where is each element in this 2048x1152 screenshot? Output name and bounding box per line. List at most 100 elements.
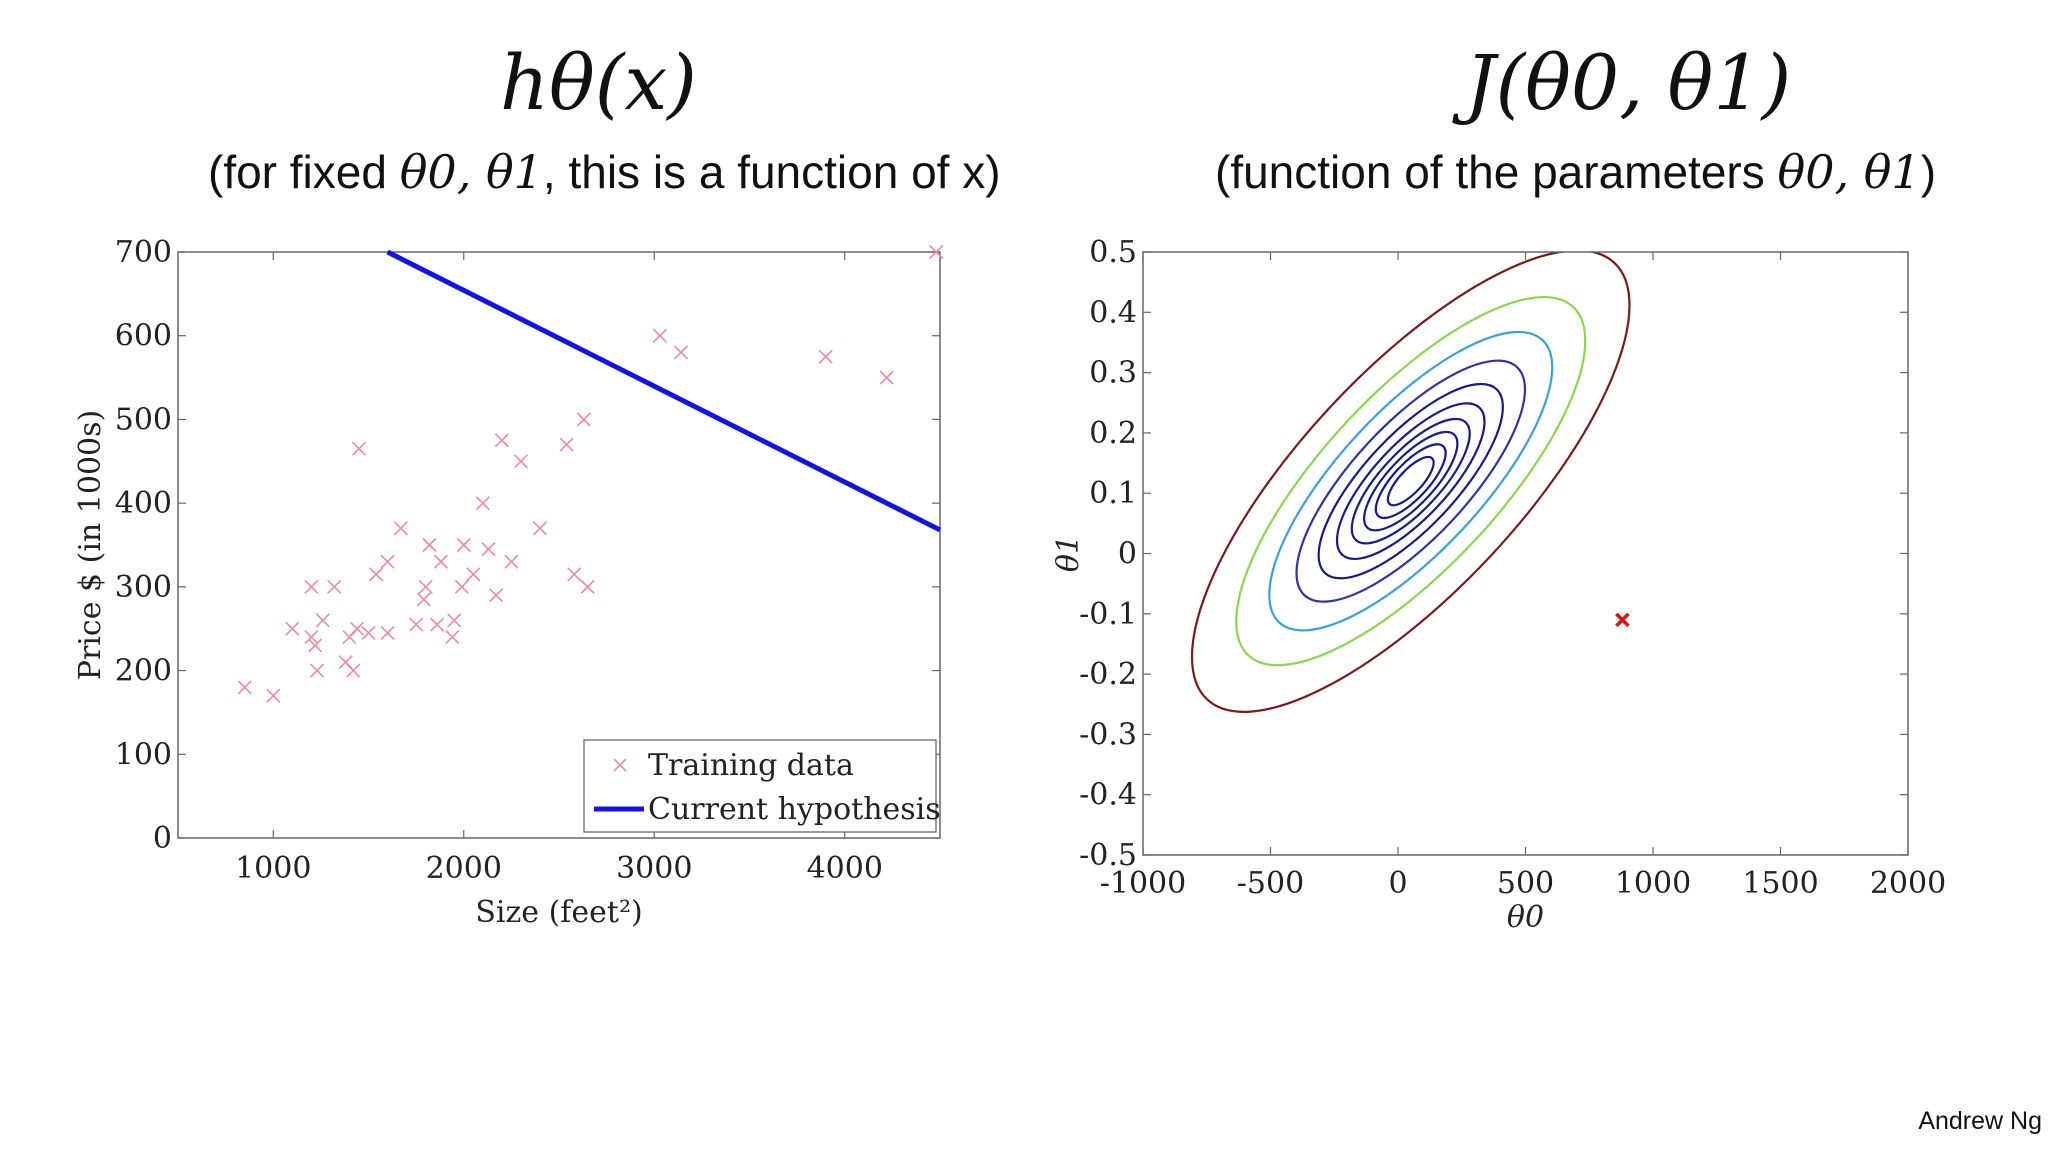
cost-function-title: J(θ0, θ1) [1465,38,1792,127]
training-data-point-stroke [285,621,300,636]
training-data-point [673,345,688,360]
training-data-point-stroke [454,579,469,594]
training-data-point [308,638,323,653]
training-data-point [475,496,490,511]
theta1-tick-label: 0.4 [1089,295,1137,330]
training-data-point-stroke [418,579,433,594]
contour-level [1374,443,1447,520]
x-axis-label: Size (feet²) [475,895,642,930]
y-tick-label: 300 [115,570,172,605]
footer-author: Andrew Ng [1918,1107,2042,1135]
training-data-point [327,579,342,594]
training-data-point [567,567,582,582]
training-data-point [445,630,460,645]
training-data-point [369,567,384,582]
contour-level [1268,330,1554,632]
training-data-point [304,579,319,594]
training-data-point-stroke [315,613,330,628]
training-data-point-stroke [879,370,894,385]
contour-level [1363,430,1459,532]
hypothesis-chart: 1000 2000 3000 4000 0 100 200 300 400 500 600 700 Si… [73,235,944,930]
training-data-point [929,244,944,260]
theta1-tick-label: -0.1 [1079,597,1137,632]
y-tick-label: 700 [115,235,172,270]
theta0-tick-label: -1000 [1100,866,1186,901]
legend-box [583,739,937,833]
training-data-point [315,613,330,628]
training-data-point-stroke [304,630,319,645]
training-data-point [652,328,668,343]
training-data-point-stroke [422,537,437,553]
training-data-point-stroke [346,663,361,678]
training-data-point [430,617,445,632]
training-data-point [818,349,833,364]
training-data-point-stroke [504,554,519,569]
current-parameters-marker [1615,612,1630,628]
training-data-point-stroke [475,496,490,511]
training-data-point-stroke [532,521,548,536]
training-data-point-stroke [433,554,448,569]
theta0-tick-label: 2000 [1870,866,1946,901]
y-tick-label: 100 [115,737,172,772]
training-data-point [576,412,591,427]
contour-lines [1190,252,1631,713]
training-data-point [580,579,595,594]
legend-label-training: Training data [648,748,854,783]
contour-level [1317,382,1504,580]
cost-subtitle-post: ) [1920,146,1937,198]
training-data-point-stroke [445,630,460,645]
theta1-tick-label: 0 [1118,537,1137,572]
theta0-tick-label: 1000 [1615,866,1691,901]
legend-marker-training [613,758,627,772]
training-data-point-stroke [338,655,353,670]
training-data-point-stroke [308,638,323,653]
training-data-point-stroke [309,663,325,678]
y-tick-label: 400 [115,486,172,521]
training-data-point-stroke [576,412,591,427]
x-tick-label: 2000 [426,851,502,886]
training-data-point-stroke [393,521,408,536]
training-data-point-stroke [266,688,281,703]
training-data-point-stroke [237,680,252,695]
training-data-point [513,454,528,469]
training-data-point [393,521,408,536]
theta1-tick-label: -0.3 [1079,717,1137,752]
training-data-point [466,567,481,582]
training-data-point-stroke [380,625,395,640]
training-data-point [456,537,471,553]
training-data-point-stroke [673,345,688,360]
y-tick-label: 200 [115,654,172,689]
training-data-point-stroke [380,554,395,569]
training-data-point-stroke [818,349,833,364]
theta1-tick-label: 0.5 [1089,235,1137,270]
cost-function-subtitle: (function of the parameters θ0, θ1) [1215,145,1936,199]
training-data-point [350,621,365,636]
marker-stroke [1615,612,1630,628]
theta1-tick-label: -0.2 [1079,657,1137,692]
training-data-point [422,537,437,553]
training-data-point-stroke [489,588,504,603]
contour-level [1335,402,1486,561]
training-data-point-stroke [466,567,481,582]
training-data-point [266,688,281,703]
training-data-point [489,588,504,603]
plot-area-frame [177,251,941,839]
training-data-point-stroke [369,567,384,582]
x-tick-label: 1000 [235,851,311,886]
contour-level [1235,295,1587,667]
contour-level [1386,455,1435,507]
contour-level [1190,252,1631,713]
x-tick-label: 3000 [616,851,692,886]
training-data-point [361,625,376,640]
training-data-point [447,613,462,628]
training-data-point [380,625,395,640]
training-data-point [481,542,496,557]
training-data-point-stroke [929,244,944,260]
contour-frame [1142,251,1909,856]
training-data-point [237,680,252,695]
training-data-point-stroke [304,579,319,594]
hypothesis-subtitle-post: , this is a function of x) [542,146,1001,198]
hypothesis-subtitle-pre: (for fixed [208,146,400,198]
theta0-tick-label: -500 [1237,866,1304,901]
